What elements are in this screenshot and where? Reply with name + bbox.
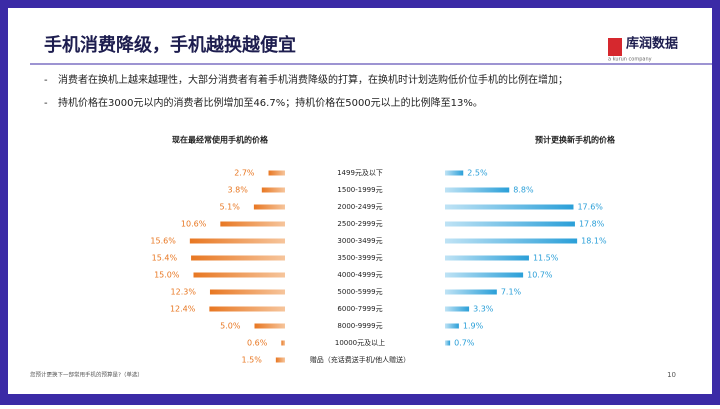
bar <box>254 323 285 329</box>
value-label: 0.6% <box>247 339 268 348</box>
panel-title: 预计更换新手机的价格 <box>535 135 616 145</box>
category-label: 3000-3499元 <box>337 237 382 245</box>
title: 手机消费降级，手机越换越便宜 <box>44 34 296 56</box>
bar <box>445 221 575 227</box>
bar <box>261 187 285 193</box>
value-label: 11.5% <box>533 254 559 263</box>
category-label: 5000-5999元 <box>337 288 382 296</box>
logo-mark <box>608 38 622 56</box>
bar <box>193 272 285 278</box>
category-label: 6000-7999元 <box>337 305 382 313</box>
value-label: 15.0% <box>154 271 180 280</box>
bar <box>445 306 470 312</box>
logo-sub: a kurun company <box>608 57 652 63</box>
value-label: 12.4% <box>170 305 196 314</box>
bar <box>445 170 464 176</box>
bar <box>281 340 285 346</box>
value-label: 10.7% <box>527 271 553 280</box>
bullet-mark: - <box>44 98 48 109</box>
category-label: 2000-2499元 <box>337 203 382 211</box>
category-label: 8000-9999元 <box>337 322 382 330</box>
bar <box>445 204 574 210</box>
page-number: 10 <box>667 371 676 379</box>
category-label: 10000元及以上 <box>335 338 385 347</box>
value-label: 10.6% <box>181 220 207 229</box>
value-label: 12.3% <box>171 288 197 297</box>
value-label: 1.5% <box>242 356 263 365</box>
bar <box>220 221 285 227</box>
bullet: 持机价格在3000元以内的消费者比例增加至46.7%；持机价格在5000元以上的… <box>58 96 483 109</box>
bar <box>189 238 285 244</box>
value-label: 8.8% <box>513 186 534 195</box>
bar <box>445 289 497 295</box>
category-label: 1499元及以下 <box>337 169 383 177</box>
bar <box>445 323 459 329</box>
logo: 库润数据 <box>626 36 678 52</box>
value-label: 5.1% <box>220 203 241 212</box>
value-label: 7.1% <box>501 288 522 297</box>
bar <box>445 255 529 261</box>
category-label: 3500-3999元 <box>337 254 382 262</box>
value-label: 5.0% <box>220 322 241 331</box>
bar <box>445 272 524 278</box>
value-label: 2.7% <box>234 169 255 178</box>
bullet: 消费者在换机上越来越理性，大部分消费者有着手机消费降级的打算，在换机时计划选购低… <box>58 73 568 86</box>
bar <box>445 187 510 193</box>
category-label: 2500-2999元 <box>337 220 382 228</box>
bar <box>209 289 285 295</box>
bar <box>253 204 285 210</box>
category-label: 4000-4999元 <box>337 271 382 279</box>
bar <box>209 306 285 312</box>
value-label: 18.1% <box>581 237 607 246</box>
value-label: 0.7% <box>454 339 475 348</box>
value-label: 15.6% <box>150 237 176 246</box>
value-label: 15.4% <box>152 254 178 263</box>
bar <box>445 238 578 244</box>
value-label: 3.8% <box>227 186 248 195</box>
value-label: 17.6% <box>577 203 603 212</box>
bullet-mark: - <box>44 75 48 86</box>
value-label: 1.9% <box>463 322 484 331</box>
bar <box>191 255 285 261</box>
bar <box>275 357 285 363</box>
footnote: 您预计更换下一部常用手机的预算是?（单选） <box>30 371 143 379</box>
category-label: 1500-1999元 <box>337 186 382 194</box>
bar <box>268 170 285 176</box>
panel-title: 现在最经常使用手机的价格 <box>172 135 269 145</box>
value-label: 3.3% <box>473 305 494 314</box>
slide-body <box>8 8 712 394</box>
value-label: 17.8% <box>579 220 605 229</box>
bar <box>445 340 451 346</box>
value-label: 2.5% <box>467 169 488 178</box>
category-label: 赠品（充话费送手机/他人赠送） <box>310 355 410 364</box>
